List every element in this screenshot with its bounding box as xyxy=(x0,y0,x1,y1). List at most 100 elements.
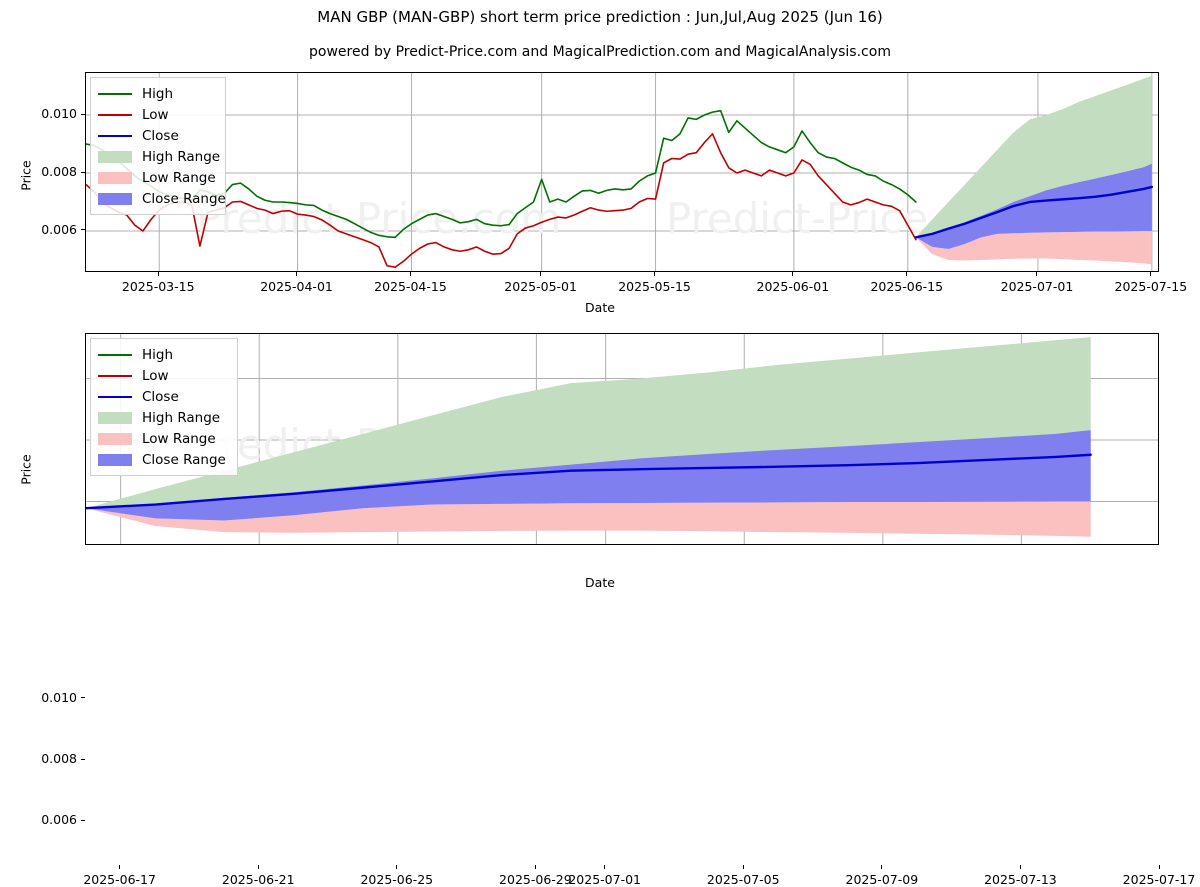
top-chart-plot-area: Predict-Price.comPredict-Price.comPredic… xyxy=(85,72,1159,272)
bottom-chart-xtick-label-7: 2025-07-13 xyxy=(984,872,1057,887)
bottom-chart-close-range-band xyxy=(86,430,1091,521)
top-chart-legend-label: High Range xyxy=(142,148,221,165)
top-chart-ytick-label-0: 0.006 xyxy=(41,221,77,237)
top-chart-panel: Price Predict-Price.com Predict-Price.com… xyxy=(0,0,1200,320)
bottom-chart-xtick-mark-3 xyxy=(534,865,536,869)
top-chart-legend-swatch-patch-icon xyxy=(98,171,132,185)
top-chart-xtick-label-3: 2025-05-01 xyxy=(504,279,577,294)
bottom-chart-legend-item-low: Low xyxy=(98,365,228,386)
swatch-fill xyxy=(98,353,132,356)
top-chart-legend-swatch-line-icon xyxy=(98,108,132,122)
bottom-chart-ytick-mark-0 xyxy=(81,819,85,821)
top-chart-xtick-mark-3 xyxy=(540,272,542,276)
top-chart-legend-swatch-line-icon xyxy=(98,87,132,101)
top-chart-low-range-band xyxy=(915,230,1152,265)
top-chart-ytick-mark-1 xyxy=(81,171,85,173)
top-chart-legend-label: Low xyxy=(142,106,169,123)
top-chart-ytick-mark-2 xyxy=(81,113,85,115)
top-chart-xtick-mark-5 xyxy=(792,272,794,276)
bottom-chart-legend-label: Low xyxy=(142,367,169,384)
top-chart-ytick-label-2: 0.010 xyxy=(41,106,77,122)
bottom-chart-legend-item-close: Close xyxy=(98,386,228,407)
page-title: MAN GBP (MAN-GBP) short term price predi… xyxy=(317,8,883,26)
bottom-chart-high-range-band xyxy=(86,337,1091,509)
top-chart-legend-swatch-patch-icon xyxy=(98,150,132,164)
bottom-chart-legend-label: Close Range xyxy=(142,451,226,468)
bottom-chart-legend-label: High Range xyxy=(142,409,221,426)
bottom-chart-close-line xyxy=(86,453,1092,510)
page-subtitle: powered by Predict-Price.com and Magical… xyxy=(309,44,891,60)
top-chart-xtick-mark-1 xyxy=(296,272,298,276)
top-chart-xtick-mark-0 xyxy=(157,272,159,276)
top-chart-legend-swatch-patch-icon xyxy=(98,192,132,206)
bottom-chart-xtick-label-6: 2025-07-09 xyxy=(845,872,919,887)
top-chart-legend-label: Close Range xyxy=(142,190,226,207)
bottom-chart-legend-swatch-line-icon xyxy=(98,348,132,362)
top-chart-xtick-label-6: 2025-06-15 xyxy=(870,279,944,294)
bottom-chart-xtick-label-5: 2025-07-05 xyxy=(706,872,780,887)
bottom-chart-panel: Price Predict-Price.comPredict-Price.com… xyxy=(0,320,1200,887)
bottom-chart-xtick-mark-2 xyxy=(396,865,398,869)
bottom-chart-xtick-mark-7 xyxy=(1019,865,1021,869)
swatch-fill xyxy=(98,113,132,116)
top-chart-xtick-mark-4 xyxy=(654,272,656,276)
bottom-chart-legend-label: High xyxy=(142,346,174,363)
bottom-chart-xtick-mark-6 xyxy=(881,865,883,869)
bottom-chart-xtick-mark-1 xyxy=(257,865,259,869)
top-chart-legend-label: High xyxy=(142,85,174,102)
top-chart-ytick-label-1: 0.008 xyxy=(41,164,77,179)
top-chart-legend-label: Close xyxy=(142,127,179,144)
top-chart-xtick-mark-8 xyxy=(1150,272,1152,276)
bottom-chart-legend-item-high-range: High Range xyxy=(98,407,228,428)
bottom-chart-legend-item-close-range: Close Range xyxy=(98,449,228,470)
top-chart-xtick-label-2: 2025-04-15 xyxy=(374,279,447,294)
swatch-fill xyxy=(98,171,132,184)
top-chart-legend-item-low-range: Low Range xyxy=(98,167,216,188)
top-chart-legend-item-low: Low xyxy=(98,104,216,125)
swatch-fill xyxy=(98,374,132,377)
swatch-fill xyxy=(98,432,132,445)
bottom-chart-xtick-mark-5 xyxy=(742,865,744,869)
swatch-fill xyxy=(98,411,132,424)
bottom-chart-xtick-label-1: 2025-06-21 xyxy=(221,872,295,887)
bottom-chart-ytick-mark-2 xyxy=(81,697,85,699)
bottom-chart-ytick-label-2: 0.010 xyxy=(41,689,77,705)
bottom-chart-legend: High Low Close High Range Low Range Close Ran… xyxy=(90,338,238,476)
top-chart-legend-swatch-line-icon xyxy=(98,129,132,143)
bottom-chart-xtick-label-4: 2025-07-01 xyxy=(568,872,641,887)
bottom-chart-xtick-mark-0 xyxy=(119,865,121,869)
bottom-chart-legend-item-low-range: Low Range xyxy=(98,428,228,449)
bottom-chart-ytick-label-1: 0.008 xyxy=(41,751,77,766)
top-chart-close-range-band xyxy=(915,163,1152,249)
bottom-chart-xtick-mark-8 xyxy=(1158,865,1160,869)
top-chart-xtick-label-1: 2025-04-01 xyxy=(260,279,333,294)
bottom-chart-xtick-label-2: 2025-06-25 xyxy=(360,872,434,887)
bottom-chart-legend-swatch-patch-icon xyxy=(98,411,132,425)
swatch-fill xyxy=(98,453,132,466)
top-chart-xtick-mark-7 xyxy=(1036,272,1038,276)
top-chart-xtick-label-0: 2025-03-15 xyxy=(121,279,195,294)
top-chart-legend-item-close-range: Close Range xyxy=(98,188,226,209)
top-chart-legend: High Low Close High Range Low Range Close Ran… xyxy=(90,77,226,215)
top-chart-xtick-mark-2 xyxy=(409,272,411,276)
bottom-chart-legend-swatch-line-icon xyxy=(98,369,132,383)
top-chart-close-line xyxy=(914,185,1154,239)
top-chart-xtick-label-5: 2025-06-01 xyxy=(756,279,830,294)
swatch-fill xyxy=(98,92,132,95)
swatch-fill xyxy=(98,150,132,163)
bottom-chart-ytick-label-0: 0.006 xyxy=(41,812,77,828)
bottom-chart-legend-swatch-patch-icon xyxy=(98,453,132,467)
bottom-chart-legend-label: Close xyxy=(142,388,179,405)
swatch-fill xyxy=(98,134,132,137)
bottom-chart-ytick-mark-1 xyxy=(81,758,85,760)
bottom-chart-xtick-label-8: 2025-07-17 xyxy=(1122,872,1196,887)
top-chart-xtick-mark-6 xyxy=(906,272,908,276)
bottom-chart-ylabel: Price xyxy=(18,454,34,485)
top-chart-xtick-label-4: 2025-05-15 xyxy=(618,279,691,294)
bottom-chart-xtick-mark-4 xyxy=(604,865,606,869)
swatch-fill xyxy=(98,395,132,398)
top-chart-xtick-label-7: 2025-07-01 xyxy=(1000,279,1074,294)
bottom-chart-xtick-label-0: 2025-06-17 xyxy=(83,872,156,887)
